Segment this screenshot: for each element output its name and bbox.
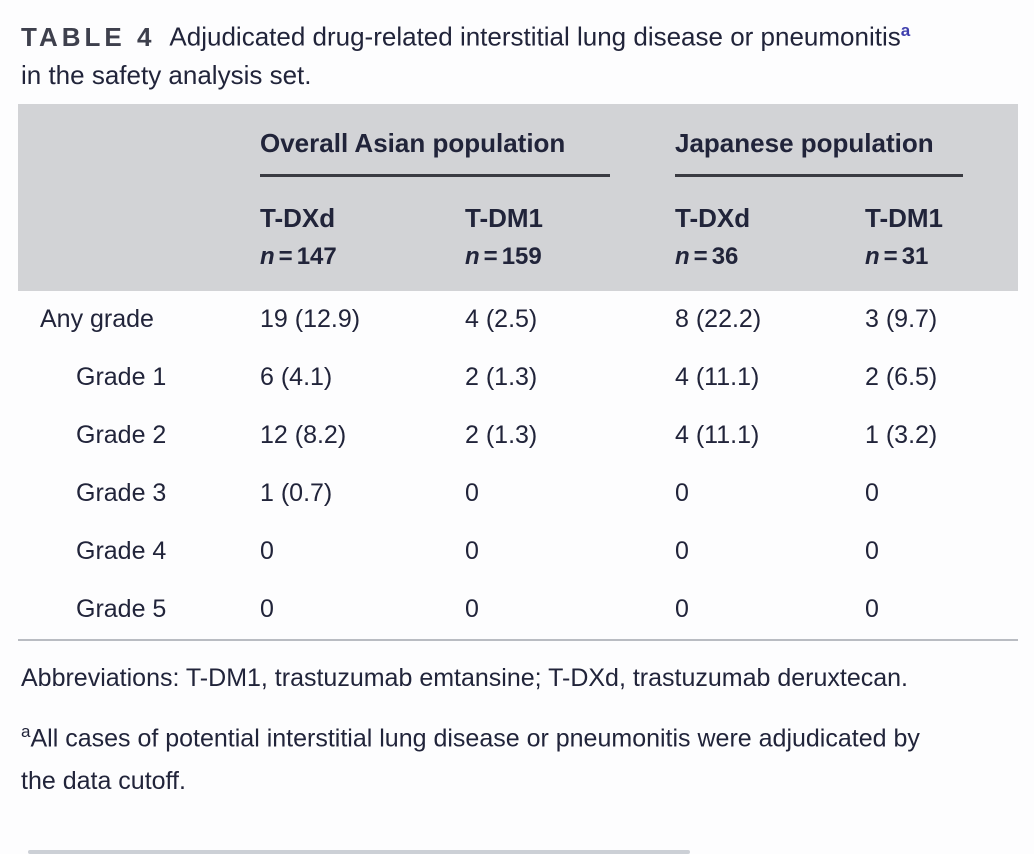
horizontal-scrollbar-thumb[interactable] bbox=[28, 850, 690, 854]
data-cell: 0 bbox=[465, 595, 479, 624]
footnotes: Abbreviations: T-DM1, trastuzumab emtans… bbox=[21, 657, 921, 803]
data-cell: 0 bbox=[675, 537, 689, 566]
column-header-drug: T-DXd bbox=[260, 202, 336, 233]
caption-footnote-marker: a bbox=[900, 21, 911, 40]
n-symbol: n bbox=[465, 242, 480, 270]
header-spacer-cell bbox=[18, 203, 260, 234]
data-cell: 0 bbox=[465, 537, 479, 566]
data-cell: 0 bbox=[260, 595, 274, 624]
n-symbol: n bbox=[865, 242, 880, 270]
data-cell: 19 (12.9) bbox=[260, 305, 361, 334]
data-cell: 0 bbox=[675, 479, 689, 508]
table-caption-text: Adjudicated drug-related interstitial lu… bbox=[169, 21, 901, 52]
n-value: 31 bbox=[901, 242, 929, 270]
data-cell: 4 (2.5) bbox=[465, 305, 538, 334]
data-cell: 0 bbox=[865, 537, 879, 566]
row-label: Grade 2 bbox=[76, 421, 167, 450]
data-cell: 2 (1.3) bbox=[465, 363, 538, 392]
data-cell: 0 bbox=[865, 595, 879, 624]
data-cell: 0 bbox=[260, 537, 274, 566]
table-body: Any grade 19 (12.9) 4 (2.5) 8 (22.2) 3 (… bbox=[18, 290, 1018, 641]
data-cell: 4 (11.1) bbox=[675, 363, 760, 392]
abbreviations-note: Abbreviations: T-DM1, trastuzumab emtans… bbox=[21, 663, 908, 692]
table-header-band: Overall Asian population Japanese popula… bbox=[18, 103, 1018, 291]
n-symbol: n bbox=[675, 242, 690, 270]
row-label: Grade 5 bbox=[76, 595, 167, 624]
table-row: Grade 4 0 0 0 0 bbox=[18, 523, 1018, 581]
table-number-label: TABLE 4 bbox=[21, 21, 156, 52]
n-symbol: n bbox=[260, 242, 275, 270]
data-cell: 2 (1.3) bbox=[465, 421, 538, 450]
data-cell: 8 (22.2) bbox=[675, 305, 762, 334]
n-value: 147 bbox=[296, 242, 337, 270]
column-group-label: Overall Asian population bbox=[260, 128, 610, 177]
column-group-japanese: Japanese population bbox=[675, 128, 1018, 177]
column-header-drug: T-DXd bbox=[675, 202, 751, 233]
footnote-a: aAll cases of potential interstitial lun… bbox=[21, 710, 921, 803]
data-table: Overall Asian population Japanese popula… bbox=[18, 103, 1018, 641]
column-group-overall-asian: Overall Asian population bbox=[260, 128, 675, 177]
column-header-n: n = 31 bbox=[865, 243, 1018, 271]
sample-size-row: n = 147 n = 159 n = 36 n = 31 bbox=[18, 243, 1018, 271]
footnote-a-text: All cases of potential interstitial lung… bbox=[21, 723, 920, 795]
data-cell: 12 (8.2) bbox=[260, 421, 347, 450]
data-cell: 6 (4.1) bbox=[260, 363, 333, 392]
data-cell: 1 (0.7) bbox=[260, 479, 333, 508]
equals-sign: = bbox=[693, 242, 708, 270]
equals-sign: = bbox=[278, 242, 293, 270]
row-label: Grade 4 bbox=[76, 537, 167, 566]
column-group-label: Japanese population bbox=[675, 128, 963, 177]
table-caption-rest: in the safety analysis set. bbox=[21, 59, 312, 90]
data-cell: 0 bbox=[865, 479, 879, 508]
column-header-n: n = 159 bbox=[465, 243, 675, 271]
n-value: 36 bbox=[711, 242, 739, 270]
header-spacer-cell bbox=[18, 243, 260, 271]
column-header-drug: T-DM1 bbox=[465, 202, 543, 233]
data-cell: 4 (11.1) bbox=[675, 421, 760, 450]
data-cell: 0 bbox=[465, 479, 479, 508]
data-cell: 3 (9.7) bbox=[865, 305, 938, 334]
data-cell: 0 bbox=[675, 595, 689, 624]
column-header-drug: T-DM1 bbox=[865, 202, 943, 233]
table-row: Grade 5 0 0 0 0 bbox=[18, 581, 1018, 639]
header-spacer-cell bbox=[18, 128, 260, 177]
column-header-n: n = 36 bbox=[675, 243, 865, 271]
equals-sign: = bbox=[483, 242, 498, 270]
n-value: 159 bbox=[501, 242, 542, 270]
data-cell: 1 (3.2) bbox=[865, 421, 938, 450]
footnote-a-marker: a bbox=[21, 721, 31, 741]
table-row: Grade 1 6 (4.1) 2 (1.3) 4 (11.1) 2 (6.5) bbox=[18, 349, 1018, 407]
column-group-row: Overall Asian population Japanese popula… bbox=[18, 128, 1018, 177]
equals-sign: = bbox=[883, 242, 898, 270]
table-row: Grade 3 1 (0.7) 0 0 0 bbox=[18, 465, 1018, 523]
table-row: Any grade 19 (12.9) 4 (2.5) 8 (22.2) 3 (… bbox=[18, 291, 1018, 349]
table-caption: TABLE 4 Adjudicated drug-related intersti… bbox=[0, 0, 966, 94]
row-label: Any grade bbox=[40, 305, 154, 334]
table-row: Grade 2 12 (8.2) 2 (1.3) 4 (11.1) 1 (3.2… bbox=[18, 407, 1018, 465]
drug-header-row: T-DXd T-DM1 T-DXd T-DM1 bbox=[18, 203, 1018, 234]
data-cell: 2 (6.5) bbox=[865, 363, 938, 392]
column-header-n: n = 147 bbox=[260, 243, 465, 271]
row-label: Grade 3 bbox=[76, 479, 167, 508]
row-label: Grade 1 bbox=[76, 363, 167, 392]
